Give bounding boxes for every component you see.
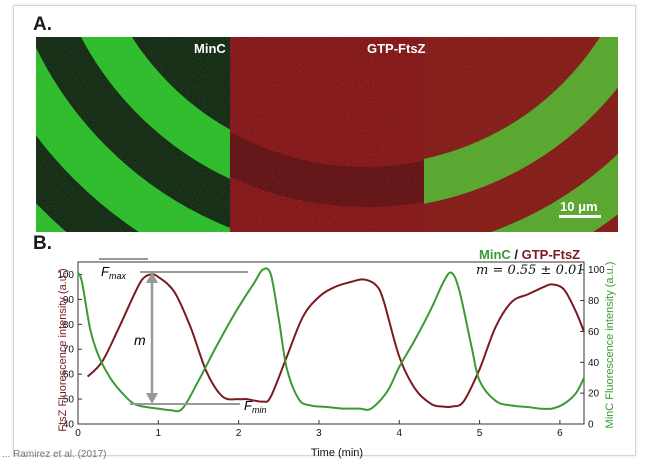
y-tick-label-left: 80 <box>63 320 75 331</box>
y-tick-label-right: 100 <box>588 265 605 276</box>
x-tick-label: 6 <box>557 428 563 439</box>
panel-b-label: B. <box>33 233 52 254</box>
y-tick-label-left: 50 <box>63 395 75 406</box>
chart-legend: MinC / GTP-FtsZ <box>479 247 580 262</box>
y-tick-label-right: 60 <box>588 327 600 338</box>
x-tick-label: 2 <box>236 428 242 439</box>
footer-citation: ... Ramirez et al. (2017) <box>2 449 107 460</box>
y-tick-label-right: 40 <box>588 358 600 369</box>
chart-ticks: 0 1 2 3 4 5 6 40 50 60 70 80 90 100 0 20 40 60 80 100 <box>57 265 605 439</box>
scale-bar-label: 10 μm <box>560 199 598 214</box>
y-tick-label-right: 0 <box>588 420 594 431</box>
y-tick-label-right: 80 <box>588 296 600 307</box>
x-tick-label: 3 <box>316 428 322 439</box>
legend-separator: / <box>510 247 522 262</box>
y-axis-label-left: FtsZ Fluorescence intensity (a.u.) <box>57 268 69 431</box>
fmin-label: Fmin <box>244 398 266 415</box>
slope-annotation: m = 0.55 ± 0.01 <box>476 263 585 278</box>
scale-bar <box>559 215 601 218</box>
micrograph-label-minc: MinC <box>194 41 226 56</box>
x-tick-label: 5 <box>477 428 483 439</box>
legend-minc: MinC <box>479 247 511 262</box>
y-tick-label-right: 20 <box>588 389 600 400</box>
x-tick-label: 4 <box>396 428 402 439</box>
y-tick-label-left: 70 <box>63 345 75 356</box>
y-axis-label-right: MinC Fluorescence intensity (a.u.) <box>604 262 616 429</box>
micrograph-ftsz <box>230 37 424 232</box>
m-arrow-head-down <box>146 393 158 404</box>
x-tick-label: 1 <box>156 428 162 439</box>
plot-frame <box>77 261 585 425</box>
y-tick-label-left: 100 <box>57 270 74 281</box>
series-line-minc <box>77 267 585 413</box>
y-tick-label-left: 60 <box>63 370 75 381</box>
y-tick-label-left: 90 <box>63 295 75 306</box>
legend-ftsz: GTP-FtsZ <box>521 247 581 262</box>
chart-axes <box>77 261 585 425</box>
micrograph-minc <box>36 37 230 232</box>
panel-a-label: A. <box>33 14 52 35</box>
series-line-ftsz <box>86 273 585 409</box>
fmax-label: Fmax <box>101 264 126 281</box>
m-label: m <box>134 332 146 348</box>
y-tick-label-left: 40 <box>63 420 75 431</box>
x-tick-label: 0 <box>75 428 81 439</box>
chart-annotations: Fmax Fmin m <box>99 258 266 415</box>
x-axis-label: Time (min) <box>311 447 363 459</box>
micrograph-label-ftsz: GTP-FtsZ <box>367 41 426 56</box>
micrograph-merge <box>424 37 618 232</box>
chart-series <box>77 267 585 413</box>
m-arrow-head-up <box>146 272 158 283</box>
